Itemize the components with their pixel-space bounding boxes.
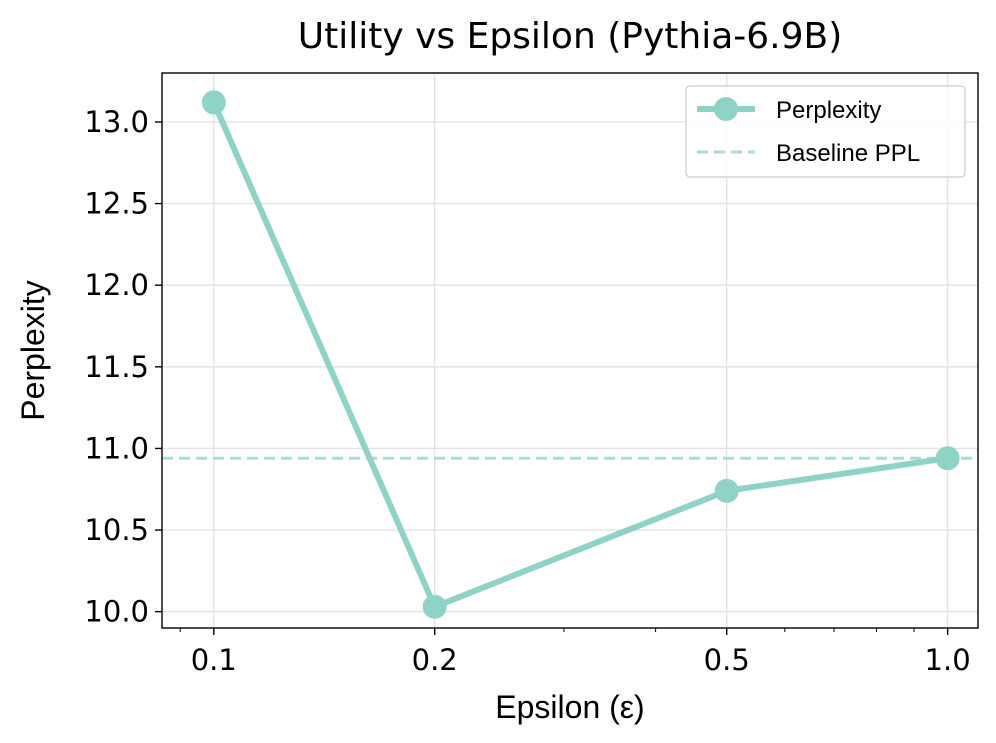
legend-perplexity-label: Perplexity — [776, 97, 881, 124]
legend: Perplexity Baseline PPL — [685, 85, 966, 178]
legend-baseline-label: Baseline PPL — [776, 140, 920, 167]
perplexity-data-point — [714, 478, 739, 503]
x-axis-label: Epsilon (ε) — [495, 689, 644, 725]
series — [201, 90, 960, 619]
legend-perplexity-marker — [714, 97, 738, 121]
y-axis-label: Perplexity — [15, 280, 51, 421]
perplexity-data-point — [201, 90, 226, 115]
x-tick-label: 1.0 — [925, 643, 971, 677]
grid — [162, 73, 978, 628]
y-tick-label: 13.0 — [84, 105, 149, 139]
x-tick-label: 0.2 — [412, 643, 458, 677]
chart-title: Utility vs Epsilon (Pythia-6.9B) — [298, 16, 843, 57]
axis-ticks: 10.0 10.5 11.0 11.5 12.0 12.5 13.0 0.1 0.2 0.5 1.0 — [84, 105, 970, 677]
x-tick-label: 0.5 — [704, 643, 750, 677]
perplexity-series-line — [210, 99, 951, 610]
y-tick-label: 11.5 — [84, 350, 149, 384]
y-tick-label: 10.5 — [84, 513, 149, 547]
plot-frame — [161, 72, 979, 629]
y-tick-label: 11.0 — [84, 431, 149, 465]
y-tick-label: 10.0 — [84, 595, 149, 629]
y-tick-label: 12.5 — [84, 187, 149, 221]
perplexity-data-point — [935, 446, 960, 471]
y-tick-label: 12.0 — [84, 268, 149, 302]
perplexity-data-point — [422, 594, 447, 619]
legend-box — [685, 85, 966, 178]
x-tick-label: 0.1 — [191, 643, 237, 677]
